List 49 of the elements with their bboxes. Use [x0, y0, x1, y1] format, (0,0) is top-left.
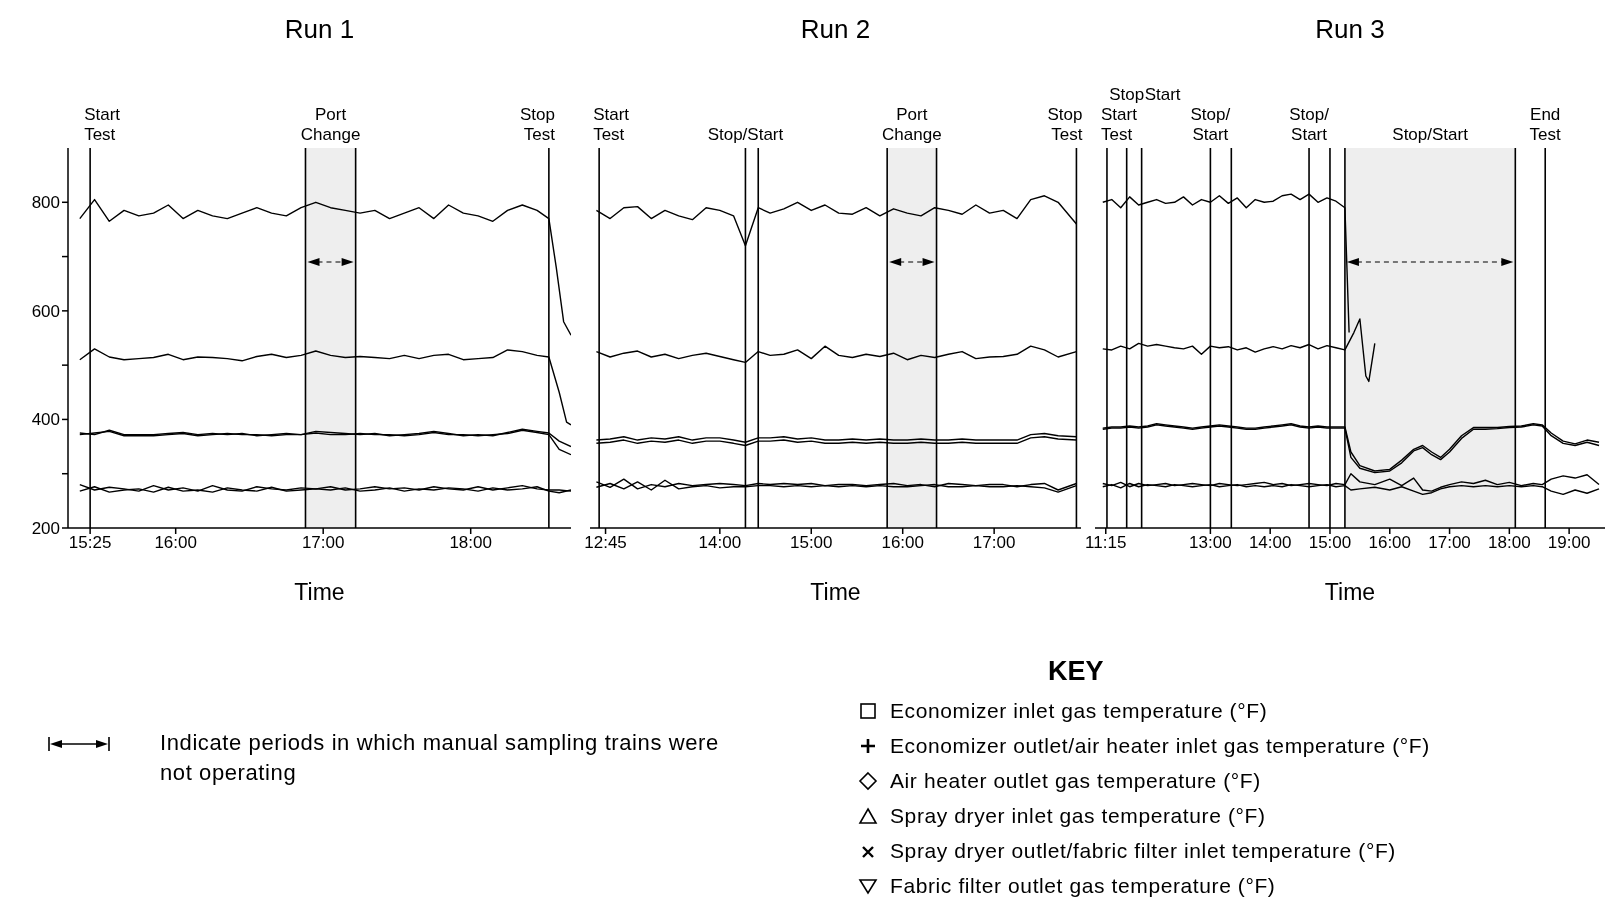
x-tick-label: 12:45: [584, 533, 627, 553]
x-tick-label: 18:00: [449, 533, 492, 553]
x-tick-label: 19:00: [1547, 533, 1591, 553]
ref-line-label: End Test: [1529, 105, 1562, 144]
y-tick-label: 600: [31, 301, 60, 321]
x-tick-label: 18:00: [1488, 533, 1531, 553]
x-tick-label: 16:00: [1368, 533, 1412, 553]
ref-line-label: Stop Test: [519, 105, 556, 144]
x-tick-label: 11:15: [1085, 533, 1127, 553]
y-tick-label: 800: [31, 193, 60, 213]
legend-label: Spray dryer outlet/fabric filter inlet temperature (°F): [890, 838, 1396, 863]
x-tick-label: 17:00: [1428, 533, 1471, 553]
ref-line-label: Stop/ Start: [1190, 105, 1231, 144]
x-tick-label: 15:25: [68, 533, 112, 553]
x-tick-label: 13:00: [1189, 533, 1232, 553]
x-tick-label: 15:00: [790, 533, 833, 553]
legend-label: Fabric filter outlet gas temperature (°F): [890, 873, 1276, 898]
ref-line-label: Start Test: [84, 105, 121, 144]
chart-title: Run 2: [799, 14, 872, 45]
ref-line-label: Start: [1144, 85, 1181, 104]
x-axis-title: Time: [1324, 579, 1376, 605]
band-label: Stop/Start: [1392, 125, 1469, 144]
ref-line-label: Stop/Start: [707, 125, 784, 144]
band-label: Port Change: [882, 105, 942, 144]
ref-line-label: Stop/ Start: [1289, 105, 1330, 144]
legend-label: Spray dryer inlet gas temperature (°F): [890, 803, 1266, 828]
x-tick-label: 16:00: [154, 533, 197, 553]
x-axis-title: Time: [810, 579, 861, 605]
chart-title: Run 3: [1314, 14, 1386, 45]
ref-line-label: Stop Test: [1047, 105, 1083, 144]
x-tick-label: 14:00: [698, 533, 742, 553]
x-tick-label: 17:00: [972, 533, 1016, 553]
x-tick-label: 17:00: [301, 533, 345, 553]
x-tick-label: 15:00: [1308, 533, 1352, 553]
y-tick-label: 200: [31, 519, 60, 539]
ref-line-label: Stop: [1109, 85, 1145, 104]
legend-label: Economizer inlet gas temperature (°F): [890, 698, 1268, 723]
chart-title: Run 1: [283, 14, 356, 45]
x-tick-label: 16:00: [881, 533, 924, 553]
y-tick-label: 400: [31, 410, 60, 430]
ref-line-label: Start Test: [593, 105, 630, 144]
x-axis-title: Time: [294, 579, 345, 605]
legend-label: Air heater outlet gas temperature (°F): [890, 768, 1261, 793]
ref-line-label: Start Test: [1100, 105, 1138, 144]
x-tick-label: 14:00: [1248, 533, 1292, 553]
text: Indicate periods in which manual sampling trains were not operating: [160, 729, 720, 787]
legend-title: KEY: [1048, 656, 1105, 687]
band-label: Port Change: [300, 105, 361, 144]
legend-label: Economizer outlet/air heater inlet gas temperature (°F): [890, 733, 1430, 758]
